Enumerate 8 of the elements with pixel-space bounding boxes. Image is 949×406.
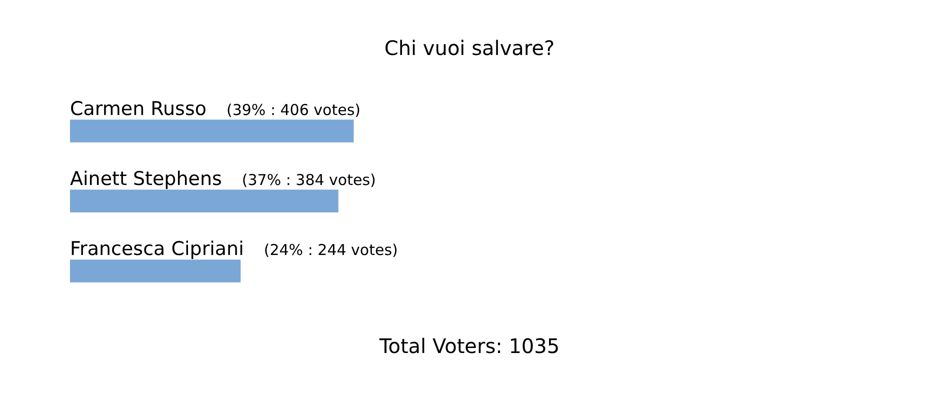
data-label: (37% : 384 votes) bbox=[242, 171, 376, 189]
y-tick-label: Carmen Russo bbox=[70, 98, 206, 120]
text: Chi vuoi salvare? bbox=[384, 36, 555, 60]
data-label: (39% : 406 votes) bbox=[226, 101, 360, 119]
y-tick-label: Francesca Cipriani bbox=[70, 238, 244, 260]
y-tick-label: Ainett Stephens bbox=[70, 168, 222, 190]
text: Total Voters: 1035 bbox=[378, 334, 560, 358]
data-label: (24% : 244 votes) bbox=[264, 241, 398, 259]
